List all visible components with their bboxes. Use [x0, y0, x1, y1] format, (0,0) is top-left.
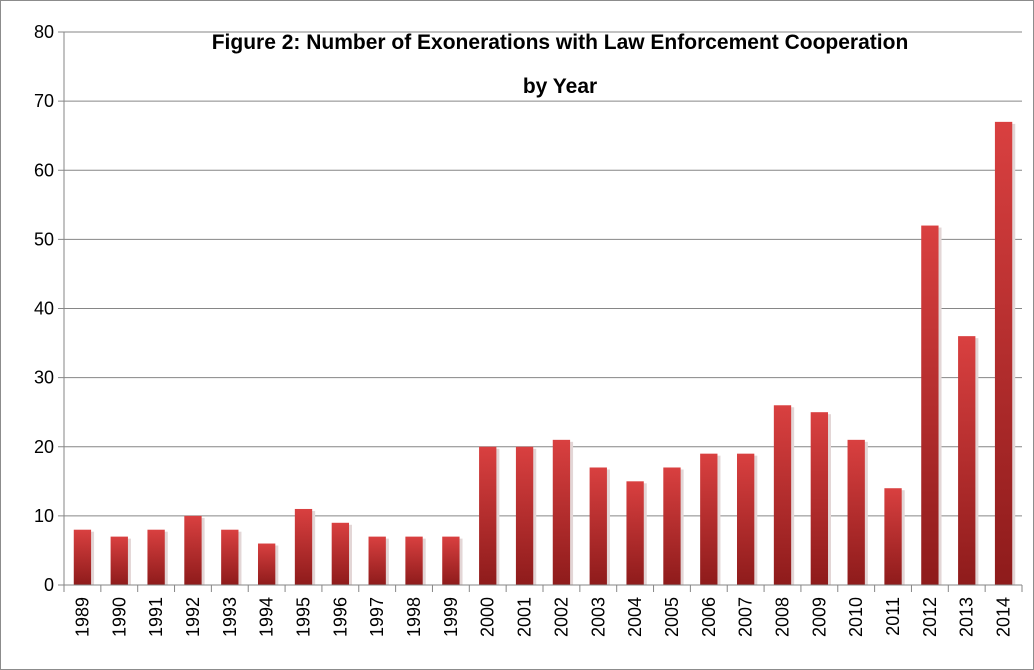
x-tick-label: 2009 [809, 597, 829, 637]
bar-2011 [884, 488, 902, 585]
y-tick-label: 20 [34, 437, 54, 457]
x-tick-label: 2007 [736, 597, 756, 637]
x-tick-label: 2013 [957, 597, 977, 637]
x-tick-label: 2014 [994, 597, 1014, 637]
bar-2007 [736, 453, 755, 585]
bar-2006 [700, 453, 718, 585]
bar-2013 [958, 336, 976, 585]
x-tick-label: 2008 [773, 597, 793, 637]
y-tick-label: 70 [34, 91, 54, 111]
x-tick-label: 2005 [662, 597, 682, 637]
x-tick-label: 1996 [330, 597, 350, 637]
x-tick-label: 2000 [478, 597, 498, 637]
chart-title: Figure 2: Number of Exonerations with La… [212, 31, 909, 98]
bar-1999 [442, 536, 460, 585]
bar-2004 [626, 481, 644, 585]
x-tick-label: 1991 [146, 597, 166, 637]
bar-1994 [257, 543, 276, 585]
x-tick-label: 1995 [294, 597, 314, 637]
bar-1995 [294, 508, 313, 585]
x-tick-label: 1997 [367, 597, 387, 637]
x-tick-label: 2012 [920, 597, 940, 637]
axes: 0 10 20 30 40 50 60 70 80 1989 1990 1991 1992 1993 199… [34, 22, 1023, 637]
bar-2003 [589, 467, 607, 585]
y-tick-label: 30 [34, 368, 54, 388]
bar-1998 [405, 536, 423, 585]
y-tick-label: 10 [34, 506, 54, 526]
bar-2000 [479, 446, 497, 585]
bar-1989 [73, 529, 92, 585]
bar-1990 [110, 536, 128, 585]
chart-title-line-1: Figure 2: Number of Exonerations with La… [212, 31, 909, 54]
x-tick-label: 1990 [109, 597, 129, 637]
x-tick-label: 1999 [441, 597, 461, 637]
y-tick-label: 60 [34, 160, 54, 180]
bar-1992 [184, 515, 202, 585]
x-tick-label: 2002 [551, 597, 571, 637]
bar-2001 [515, 446, 534, 585]
bar-2009 [810, 412, 829, 585]
x-tick-label: 2003 [588, 597, 608, 637]
y-tick-label: 50 [34, 229, 54, 249]
bar-2014 [994, 121, 1013, 586]
x-tick-label: 1998 [404, 597, 424, 637]
bar-2010 [847, 439, 865, 585]
bar-2012 [921, 225, 939, 586]
y-tick-label: 80 [34, 22, 54, 42]
x-tick-label: 1989 [72, 597, 92, 637]
gridlines [64, 31, 1022, 517]
bar-2002 [552, 439, 571, 585]
y-tick-label: 40 [34, 299, 54, 319]
x-tick-label: 1994 [257, 597, 277, 637]
x-tick-label: 2010 [846, 597, 866, 637]
bar-1997 [368, 536, 386, 585]
bar-1991 [147, 529, 165, 585]
y-tick-label: 0 [44, 575, 54, 595]
x-tick-label: 1993 [220, 597, 240, 637]
x-tick-label: 2001 [515, 597, 535, 637]
bar-1993 [221, 529, 239, 585]
bar-1996 [331, 522, 350, 585]
x-tick-label: 2006 [699, 597, 719, 637]
x-tick-label: 2004 [625, 597, 645, 637]
bar-2008 [773, 405, 792, 585]
x-tick-label: 1992 [183, 597, 203, 637]
x-tick-label: 2011 [883, 597, 903, 636]
bar-2005 [663, 467, 681, 585]
chart-title-line-2: by Year [523, 75, 597, 98]
bars [73, 121, 1016, 586]
